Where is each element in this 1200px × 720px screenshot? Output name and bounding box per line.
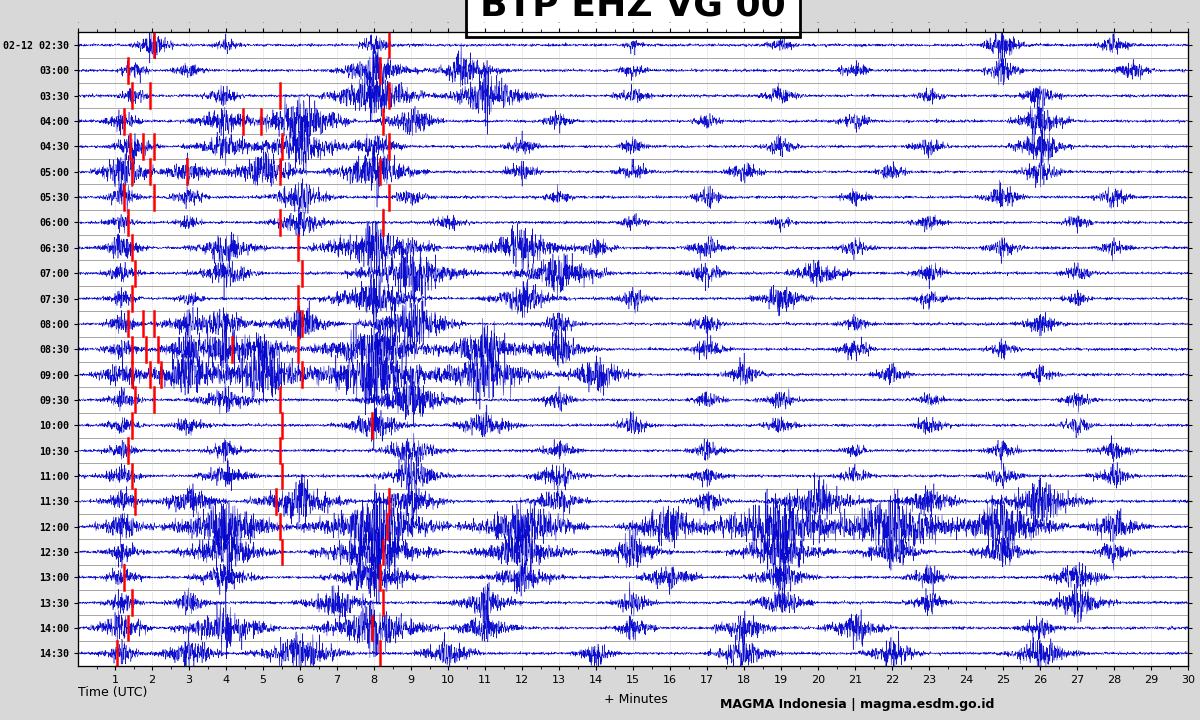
Title: BTP EHZ VG 00: BTP EHZ VG 00 [480, 0, 786, 22]
X-axis label: Time (UTC): Time (UTC) [78, 686, 148, 699]
Text: + Minutes: + Minutes [604, 693, 668, 706]
Text: MAGMA Indonesia | magma.esdm.go.id: MAGMA Indonesia | magma.esdm.go.id [720, 698, 995, 711]
